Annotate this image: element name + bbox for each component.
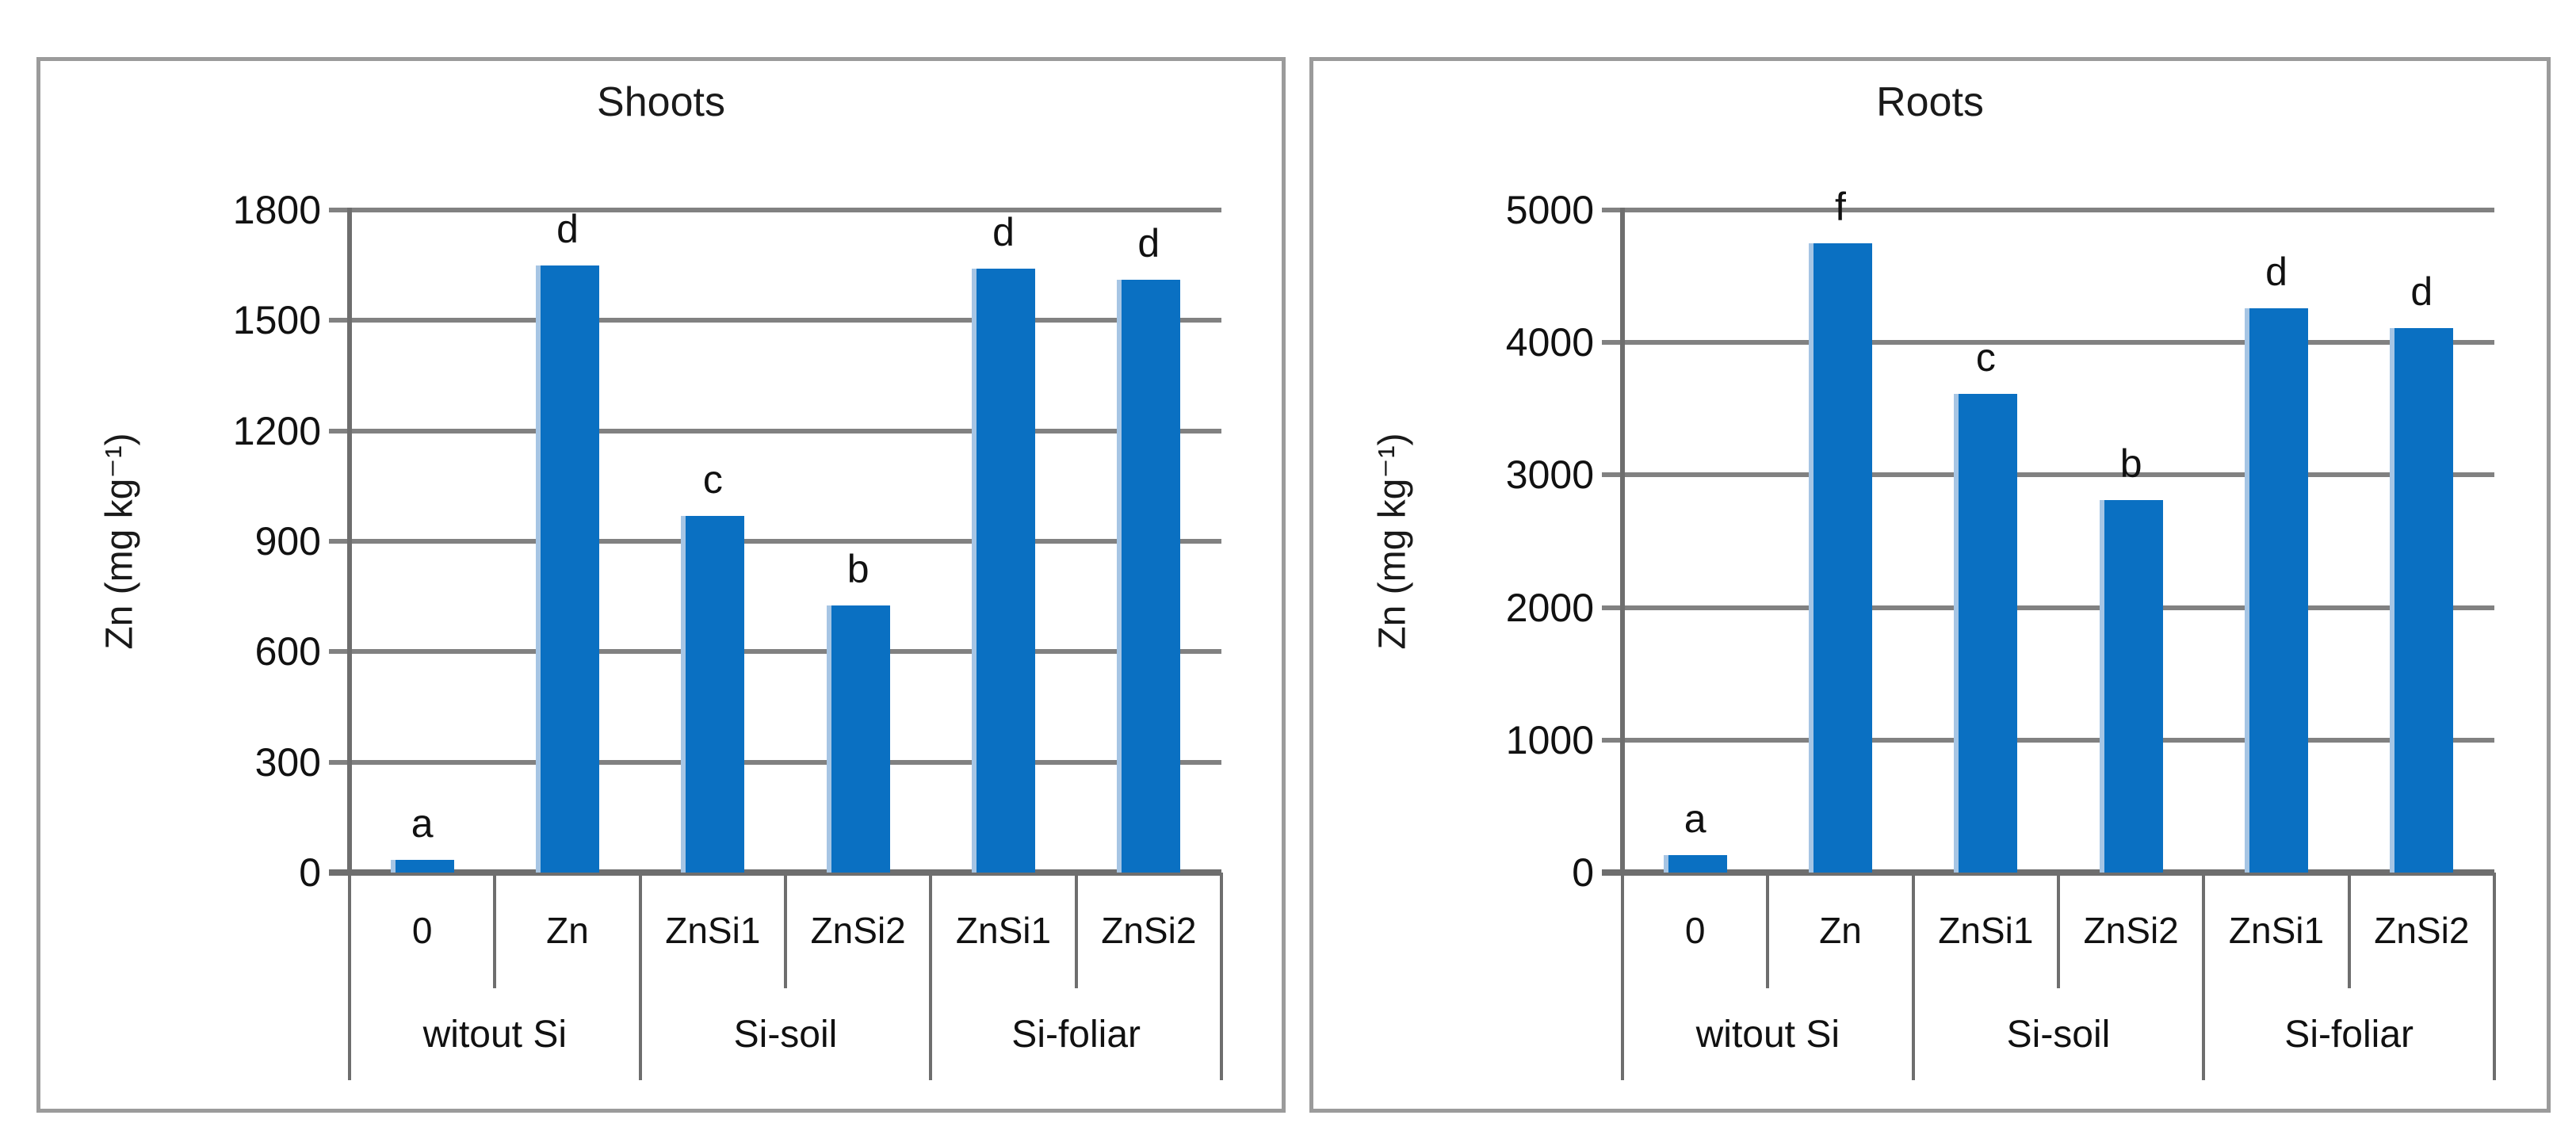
gridline: [1602, 605, 2494, 610]
axis-separator: [1766, 873, 1770, 988]
category-label: Zn: [1819, 910, 1862, 951]
group-label: Si-soil: [2006, 1013, 2111, 1056]
y-tick-label: 5000: [1505, 188, 1594, 232]
y-tick-label: 0: [299, 850, 321, 895]
axis-separator: [1911, 873, 1915, 1080]
significance-letter: a: [411, 800, 434, 846]
category-label: ZnSi1: [955, 910, 1052, 951]
axis-separator: [2057, 873, 2060, 988]
gridline: [329, 318, 1221, 323]
group-label: Si-foliar: [1011, 1013, 1141, 1056]
bar-0: [1663, 855, 1727, 873]
significance-letter: d: [2410, 269, 2433, 314]
axis-separator: [929, 873, 933, 1080]
bar-ZnSi1: [681, 515, 745, 873]
y-tick-label: 1500: [232, 298, 321, 343]
gridline: [1602, 208, 2494, 212]
significance-letter: d: [992, 210, 1015, 255]
category-label: 0: [1684, 910, 1706, 951]
bar-Zn: [536, 265, 599, 873]
y-axis-title: Zn (mg kg⁻¹): [1345, 210, 1440, 873]
plot-area: 5000 4000 3000 2000 1000 0 a f c b d d: [1506, 185, 2494, 892]
category-label: ZnSi2: [2083, 910, 2179, 951]
gridline: [1602, 737, 2494, 743]
chart-panel-shoots: Shoots Zn (mg kg⁻¹) 1800 1500 1200 900 600 30…: [36, 57, 1286, 1113]
bar-ZnSi1: [1954, 394, 2018, 873]
category-label: 0: [411, 910, 433, 951]
x-axis-line: [1602, 869, 2494, 876]
gridline: [329, 428, 1221, 434]
category-axis: 0 Zn ZnSi1 ZnSi2 ZnSi1 ZnSi2 witout Si Si-soil S…: [1621, 873, 2496, 1080]
y-tick-label: 1200: [232, 408, 321, 453]
chart-panel-roots: Roots Zn (mg kg⁻¹) 5000 4000 3000 2000 1000 0…: [1309, 57, 2551, 1113]
y-axis-line: [1620, 208, 1625, 875]
y-tick-label: 1800: [232, 188, 321, 232]
category-label: ZnSi1: [665, 910, 761, 951]
axis-separator: [2202, 873, 2206, 1080]
axis-separator: [2493, 873, 2496, 1080]
plot-area: 1800 1500 1200 900 600 300 0 a d c b d d: [233, 190, 1221, 892]
significance-letter: b: [847, 547, 869, 592]
y-axis-title-text: Zn (mg kg⁻¹): [99, 433, 142, 650]
axis-separator: [1220, 873, 1223, 1080]
y-tick-label: 600: [254, 629, 321, 674]
significance-letter: c: [1975, 335, 1996, 380]
category-label: ZnSi2: [810, 910, 906, 951]
gridline: [1602, 472, 2494, 478]
significance-letter: d: [556, 206, 579, 251]
group-label: witout Si: [422, 1013, 568, 1056]
significance-letter: b: [2119, 441, 2142, 487]
y-tick-label: 3000: [1505, 453, 1594, 498]
y-tick-label: 300: [254, 739, 321, 785]
axis-separator: [348, 873, 351, 1080]
category-label: ZnSi1: [2228, 910, 2325, 951]
category-label: Zn: [546, 910, 589, 951]
significance-letter: d: [1137, 221, 1160, 266]
axis-separator: [493, 873, 497, 988]
gridline: [329, 649, 1221, 655]
y-tick-label: 1000: [1505, 717, 1594, 762]
axis-separator: [1074, 873, 1078, 988]
axis-separator: [2347, 873, 2351, 988]
gridline: [329, 208, 1221, 212]
bar-ZnSi2: [826, 605, 890, 873]
gridline: [1602, 340, 2494, 346]
axis-separator: [784, 873, 787, 988]
group-label: Si-soil: [733, 1013, 838, 1056]
y-axis-line: [347, 208, 352, 875]
bar-ZnSi2: [2390, 327, 2454, 873]
bar-ZnSi2: [1117, 280, 1181, 873]
bar-ZnSi2: [2099, 500, 2163, 873]
significance-letter: c: [702, 456, 723, 502]
axis-separator: [638, 873, 642, 1080]
category-label: ZnSi2: [2374, 910, 2470, 951]
significance-letter: d: [2265, 249, 2287, 294]
category-label: ZnSi1: [1938, 910, 2034, 951]
bar-0: [390, 859, 454, 873]
axis-separator: [1621, 873, 1624, 1080]
group-label: Si-foliar: [2284, 1013, 2414, 1056]
significance-letter: a: [1684, 796, 1707, 842]
x-axis-line: [329, 869, 1221, 876]
gridline: [329, 759, 1221, 765]
chart-title: Shoots: [597, 79, 725, 125]
bar-ZnSi1: [972, 269, 1035, 873]
bar-Zn: [1809, 243, 1872, 873]
significance-letter: f: [1835, 184, 1846, 229]
y-axis-title-text: Zn (mg kg⁻¹): [1372, 433, 1415, 650]
bar-ZnSi1: [2245, 307, 2308, 873]
y-tick-label: 4000: [1505, 320, 1594, 365]
gridline: [329, 539, 1221, 544]
y-axis-title: Zn (mg kg⁻¹): [72, 210, 167, 873]
category-label: ZnSi2: [1101, 910, 1197, 951]
y-tick-label: 2000: [1505, 585, 1594, 630]
chart-title: Roots: [1876, 79, 1984, 125]
group-label: witout Si: [1695, 1013, 1840, 1056]
y-tick-label: 0: [1572, 850, 1594, 895]
y-tick-label: 900: [254, 519, 321, 563]
category-axis: 0 Zn ZnSi1 ZnSi2 ZnSi1 ZnSi2 witout Si Si-soil S…: [348, 873, 1223, 1080]
